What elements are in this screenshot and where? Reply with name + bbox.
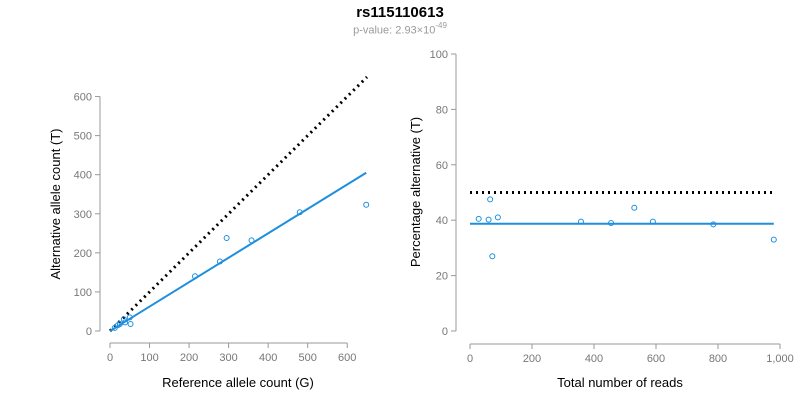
right-y-tick-label: 60 [436, 160, 448, 172]
left-data-point [116, 320, 123, 327]
left-data-point [192, 273, 199, 280]
right-x-tick-label: 600 [647, 353, 665, 365]
left-data-point [223, 234, 230, 241]
right-data-point [649, 218, 656, 225]
left-reference-line [108, 75, 369, 333]
left-x-tick-label: 300 [219, 352, 237, 364]
right-data-point [608, 219, 615, 226]
right-y-axis-label: Percentage alternative (T) [408, 117, 423, 267]
left-x-axis-label: Reference allele count (G) [162, 375, 314, 390]
left-x-tick-label: 100 [140, 352, 158, 364]
left-data-point [120, 316, 127, 323]
chart-title: rs115110613 [356, 4, 444, 21]
right-data-point [494, 214, 501, 221]
right-y-tick-label: 80 [436, 104, 448, 116]
left-y-tick-label: 100 [74, 287, 92, 299]
right-y-tick-label: 0 [442, 326, 448, 338]
chart-subtitle: p-value: 2.93×10-49 [0, 21, 800, 37]
right-x-tick-label: 200 [523, 353, 541, 365]
left-x-tick-label: 500 [299, 352, 317, 364]
right-data-point [485, 216, 492, 223]
p-value-text: p-value: 2.93×10 [353, 24, 436, 37]
right-x-tick-label: 1,000 [766, 353, 794, 365]
left-data-point [126, 314, 133, 321]
left-y-tick-label: 600 [74, 92, 92, 104]
p-value-exponent: -49 [435, 21, 447, 30]
left-data-point [122, 319, 129, 326]
right-x-tick-label: 400 [585, 353, 603, 365]
right-data-point [577, 218, 584, 225]
left-fit-line [109, 171, 367, 332]
right-data-point [489, 253, 496, 260]
right-data-point [475, 215, 482, 222]
right-data-point [770, 236, 777, 243]
left-x-tick-label: 600 [338, 352, 356, 364]
left-data-point [216, 258, 223, 265]
left-y-tick-label: 0 [86, 326, 92, 338]
right-y-tick-label: 20 [436, 271, 448, 283]
right-data-point [487, 196, 494, 203]
left-data-point [127, 320, 134, 327]
right-x-axis-label: Total number of reads [557, 375, 683, 390]
left-data-point [248, 237, 255, 244]
right-x-tick-label: 800 [709, 353, 727, 365]
left-x-tick-label: 0 [107, 352, 113, 364]
left-y-axis-label: Alternative allele count (T) [48, 128, 63, 279]
left-y-tick-label: 200 [74, 248, 92, 260]
left-data-point [296, 209, 303, 216]
right-y-tick-label: 100 [430, 49, 448, 61]
right-x-tick-label: 0 [467, 353, 473, 365]
right-data-point [710, 221, 717, 228]
right-data-point [631, 204, 638, 211]
right-y-tick-label: 40 [436, 215, 448, 227]
left-data-point [363, 201, 370, 208]
left-x-tick-label: 400 [259, 352, 277, 364]
left-y-tick-label: 500 [74, 131, 92, 143]
left-y-tick-label: 300 [74, 209, 92, 221]
left-x-tick-label: 200 [180, 352, 198, 364]
left-y-tick-label: 400 [74, 170, 92, 182]
